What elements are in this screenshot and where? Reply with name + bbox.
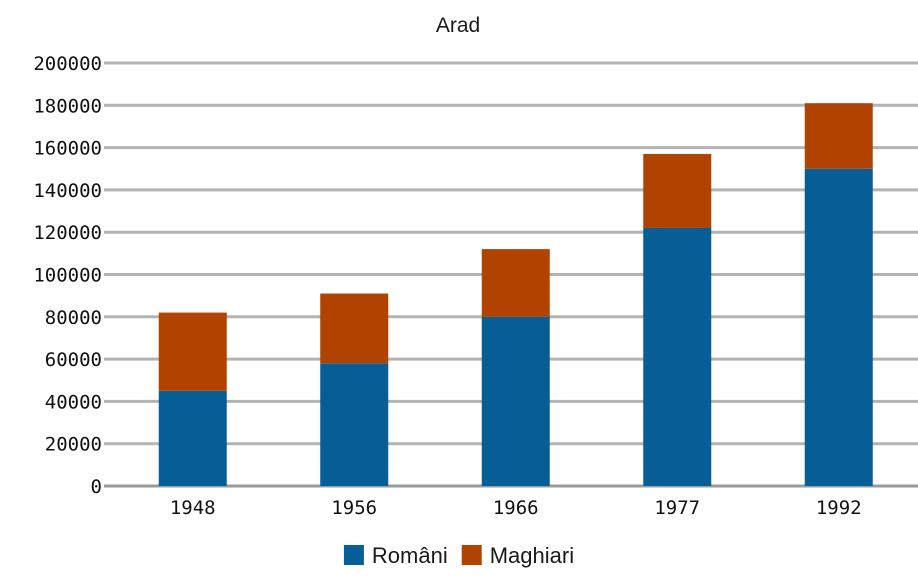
- chart-title: Arad: [436, 14, 480, 37]
- legend: Români Maghiari: [343, 543, 574, 568]
- bar-romani-1948: [158, 390, 227, 486]
- y-axis-tick-labels: 0 20000 40000 60000 80000 100000 120000 140000 1…: [33, 53, 102, 498]
- x-tick-label: 1977: [654, 497, 700, 519]
- bar-romani-1956: [320, 363, 389, 486]
- bar-romani-1992: [804, 168, 873, 486]
- y-tick-label: 160000: [33, 138, 102, 160]
- x-tick-label: 1956: [331, 497, 377, 519]
- x-tick-label: 1992: [816, 497, 862, 519]
- y-tick-label: 100000: [33, 265, 102, 287]
- y-tick-label: 180000: [33, 95, 102, 117]
- bar-romani-1966: [481, 316, 550, 486]
- bar-maghiari-1966: [481, 249, 550, 317]
- x-axis-tick-labels: 1948 1956 1966 1977 1992: [170, 497, 862, 519]
- x-tick-label: 1966: [493, 497, 539, 519]
- bars: [158, 103, 873, 486]
- bar-maghiari-1977: [643, 153, 712, 228]
- legend-label-romani: Români: [372, 543, 448, 568]
- y-tick-label: 80000: [45, 307, 102, 329]
- bar-maghiari-1956: [320, 293, 389, 364]
- y-tick-label: 140000: [33, 180, 102, 202]
- legend-swatch-romani: [343, 545, 364, 565]
- legend-swatch-maghiari: [461, 545, 482, 565]
- bar-maghiari-1992: [804, 103, 873, 169]
- y-tick-label: 20000: [45, 434, 102, 456]
- y-tick-label: 120000: [33, 222, 102, 244]
- y-tick-label: 60000: [45, 349, 102, 371]
- y-tick-label: 40000: [45, 391, 102, 413]
- y-tick-label: 0: [91, 476, 102, 498]
- legend-label-maghiari: Maghiari: [490, 543, 574, 568]
- y-tick-label: 200000: [33, 53, 102, 75]
- x-tick-label: 1948: [170, 497, 216, 519]
- bar-maghiari-1948: [158, 312, 227, 391]
- bar-romani-1977: [643, 227, 712, 486]
